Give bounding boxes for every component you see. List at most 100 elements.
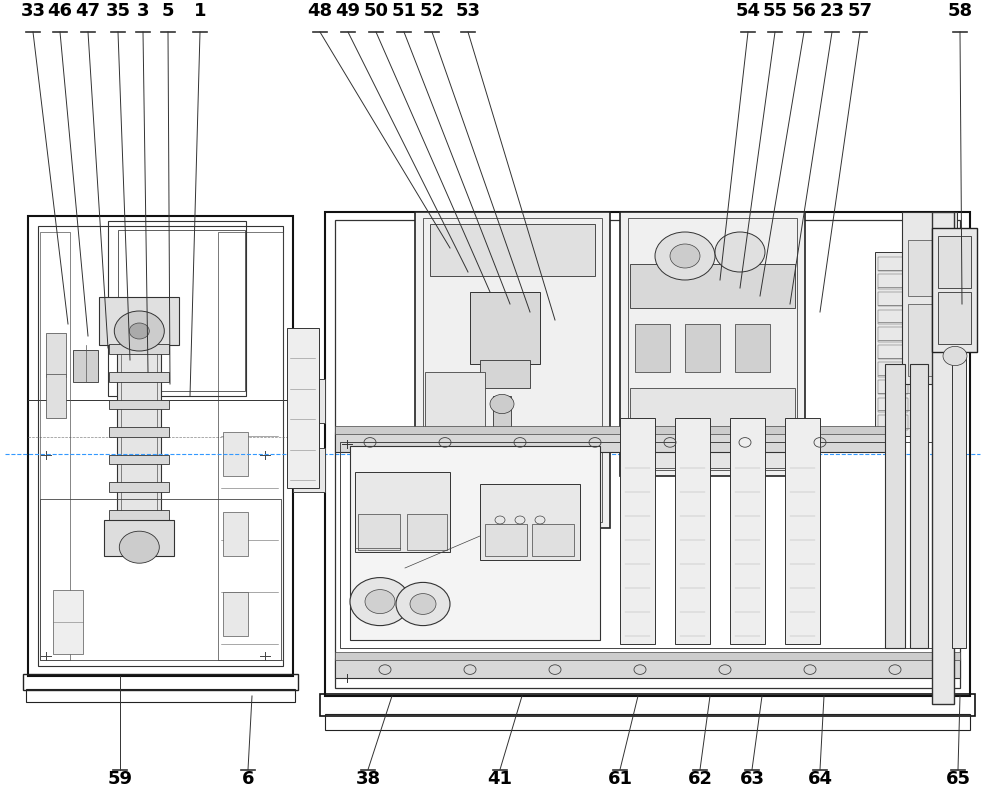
Bar [355,472,450,552]
Bar [109,427,169,437]
Bar [407,514,447,550]
Text: 35: 35 [106,2,130,20]
Bar [293,448,325,492]
Bar [335,432,895,452]
Text: 5: 5 [162,2,174,20]
Bar [117,345,161,529]
Bar [340,442,955,648]
Bar [878,380,908,394]
Text: 48: 48 [307,2,333,20]
Bar [46,374,66,418]
Bar [485,524,527,556]
Circle shape [396,582,450,626]
Bar [620,418,655,644]
Bar [493,396,511,488]
Text: 51: 51 [392,2,416,20]
Text: 52: 52 [420,2,444,20]
Bar [908,240,950,296]
Bar [878,274,908,289]
Text: 47: 47 [76,2,100,20]
Circle shape [365,590,395,614]
Bar [320,694,975,716]
Circle shape [119,531,159,563]
Text: 38: 38 [355,770,381,788]
Circle shape [490,394,514,414]
Bar [635,324,670,372]
Bar [932,228,977,352]
Bar [532,524,574,556]
Bar [675,418,710,644]
Bar [26,689,295,702]
Circle shape [670,244,700,268]
Bar [878,362,908,377]
Circle shape [943,346,967,366]
Bar [99,297,179,345]
Bar [325,714,970,730]
Bar [218,232,283,660]
Bar [630,388,795,468]
Bar [350,446,600,640]
Bar [104,521,174,557]
Text: 53: 53 [456,2,480,20]
Bar [938,236,971,288]
Bar [109,344,169,354]
Text: 59: 59 [108,770,132,788]
Bar [23,674,298,690]
Bar [423,218,602,522]
Text: 41: 41 [488,770,512,788]
Bar [287,328,319,488]
Text: 62: 62 [688,770,712,788]
Bar [118,230,245,391]
Bar [109,454,169,464]
Bar [28,216,293,676]
Bar [932,212,954,704]
Bar [878,327,908,342]
Circle shape [655,232,715,280]
Text: 55: 55 [763,2,788,20]
Bar [40,499,281,660]
Text: 65: 65 [946,770,970,788]
Bar [878,310,908,324]
Bar [620,212,805,476]
Text: 50: 50 [364,2,388,20]
Circle shape [410,594,436,614]
Text: 64: 64 [808,770,832,788]
Bar [335,426,895,434]
Bar [730,418,765,644]
Bar [40,232,70,660]
Bar [902,212,957,384]
Bar [121,350,157,524]
Circle shape [129,323,149,339]
Bar [878,415,908,430]
Text: 23: 23 [820,2,844,20]
Text: 46: 46 [48,2,72,20]
Text: 6: 6 [242,770,254,788]
Bar [53,590,83,654]
Text: 57: 57 [848,2,872,20]
Bar [73,350,98,382]
Bar [109,400,169,410]
Bar [480,484,580,560]
Text: 49: 49 [336,2,360,20]
Bar [415,212,610,528]
Bar [109,482,169,492]
Text: 56: 56 [792,2,816,20]
Bar [878,257,908,271]
Bar [425,372,485,452]
Bar [878,292,908,306]
Bar [335,658,960,678]
Circle shape [114,311,164,351]
Bar [630,264,795,308]
Bar [908,304,950,376]
Bar [38,226,283,666]
Bar [325,212,970,696]
Bar [685,324,720,372]
Text: 3: 3 [137,2,149,20]
Bar [223,512,248,556]
Bar [938,292,971,344]
Bar [46,333,66,377]
Circle shape [715,232,765,272]
Text: 63: 63 [740,770,765,788]
Bar [470,292,540,364]
Bar [785,418,820,644]
